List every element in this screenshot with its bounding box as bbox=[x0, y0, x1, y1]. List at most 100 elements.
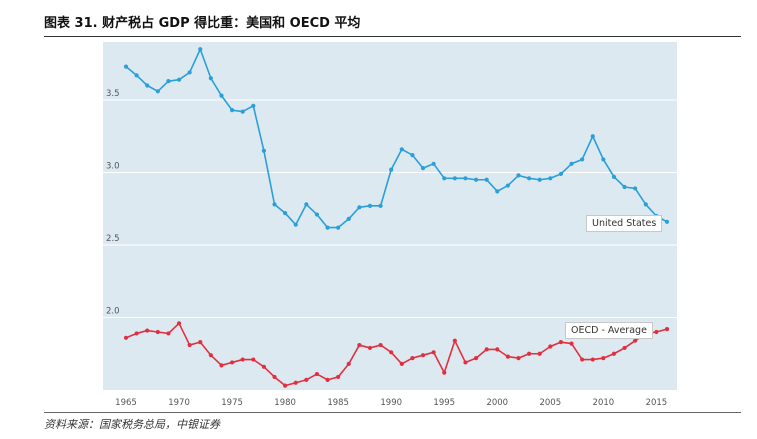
data-point bbox=[463, 360, 468, 365]
data-point bbox=[558, 171, 564, 177]
title-rule bbox=[44, 36, 741, 37]
data-point bbox=[155, 89, 160, 94]
x-axis-ticks: 1965 1970 1975 1980 1985 1990 1995 2000 2005 2010… bbox=[115, 398, 667, 408]
data-point bbox=[389, 167, 394, 172]
y-axis-ticks: 2.0 2.5 3.0 3.5 bbox=[106, 89, 120, 317]
data-point bbox=[537, 177, 542, 182]
x-tick-label: 1980 bbox=[274, 398, 296, 408]
data-point bbox=[219, 93, 224, 98]
x-tick-label: 2000 bbox=[486, 398, 508, 408]
data-point bbox=[314, 212, 320, 217]
data-point bbox=[389, 350, 394, 355]
data-point bbox=[357, 342, 362, 348]
data-point bbox=[622, 184, 627, 190]
data-point bbox=[123, 64, 129, 69]
data-point bbox=[367, 203, 373, 208]
data-point bbox=[431, 161, 436, 166]
data-point bbox=[633, 338, 638, 343]
data-point bbox=[240, 357, 245, 362]
data-point bbox=[495, 189, 500, 194]
x-tick-label: 1985 bbox=[327, 398, 349, 408]
x-tick-label: 2015 bbox=[646, 398, 668, 408]
data-point bbox=[452, 338, 457, 343]
data-point bbox=[580, 357, 585, 362]
data-point bbox=[611, 351, 617, 356]
data-point bbox=[134, 73, 139, 78]
data-point bbox=[325, 225, 330, 230]
data-point bbox=[261, 364, 267, 369]
data-point bbox=[304, 377, 309, 382]
data-point bbox=[367, 345, 373, 351]
data-point bbox=[198, 340, 203, 345]
x-tick-label: 2010 bbox=[593, 398, 615, 408]
data-point bbox=[145, 328, 150, 333]
source-rule bbox=[44, 412, 741, 413]
data-point bbox=[229, 360, 235, 365]
data-point bbox=[251, 103, 256, 108]
figure-title: 图表 31. 财产税占 GDP 得比重：美国和 OECD 平均 bbox=[44, 16, 361, 31]
data-point bbox=[580, 157, 585, 162]
data-point bbox=[505, 354, 510, 359]
data-point bbox=[664, 327, 670, 332]
data-point bbox=[187, 70, 192, 75]
data-point bbox=[516, 173, 521, 178]
data-point bbox=[484, 177, 489, 182]
data-point bbox=[283, 211, 288, 216]
data-point bbox=[537, 351, 542, 356]
data-point bbox=[452, 176, 457, 181]
x-tick-label: 2005 bbox=[539, 398, 561, 408]
data-point bbox=[219, 363, 224, 368]
y-tick-label: 2.0 bbox=[106, 307, 120, 317]
source-note: 资料来源：国家税务总局，中银证券 bbox=[44, 418, 220, 431]
data-point bbox=[336, 374, 341, 380]
series-label-oecd: OECD - Average bbox=[565, 322, 653, 339]
data-point bbox=[208, 353, 213, 358]
data-point bbox=[123, 335, 129, 340]
data-point bbox=[304, 202, 309, 207]
x-tick-label: 1990 bbox=[380, 398, 402, 408]
data-point bbox=[155, 329, 160, 335]
data-point bbox=[420, 166, 426, 171]
series-us bbox=[123, 47, 670, 230]
data-point bbox=[176, 77, 182, 82]
data-point bbox=[516, 356, 521, 361]
data-point bbox=[442, 176, 447, 181]
data-point bbox=[378, 342, 383, 348]
data-point bbox=[420, 353, 426, 358]
data-point bbox=[569, 161, 574, 166]
data-point bbox=[431, 350, 436, 355]
data-point bbox=[601, 157, 606, 162]
data-point bbox=[611, 174, 617, 179]
data-point bbox=[272, 202, 277, 207]
data-point bbox=[399, 361, 404, 366]
x-tick-label: 1965 bbox=[115, 398, 137, 408]
data-point bbox=[664, 219, 670, 224]
us-line bbox=[125, 48, 668, 229]
data-point bbox=[484, 347, 489, 352]
data-point bbox=[558, 340, 564, 345]
y-tick-label: 3.5 bbox=[106, 89, 120, 99]
data-point bbox=[261, 148, 267, 153]
data-point bbox=[526, 351, 532, 356]
data-point bbox=[176, 321, 182, 326]
data-point bbox=[399, 147, 404, 152]
grid-lines bbox=[103, 99, 677, 318]
oecd-line bbox=[125, 322, 668, 387]
data-point bbox=[410, 356, 415, 361]
data-point bbox=[229, 108, 235, 113]
data-point bbox=[293, 222, 298, 227]
data-point bbox=[240, 109, 245, 114]
data-point bbox=[293, 380, 298, 385]
series-layer bbox=[123, 47, 670, 388]
data-point bbox=[346, 216, 351, 221]
data-point bbox=[633, 186, 638, 191]
data-point bbox=[654, 329, 659, 335]
data-point bbox=[145, 83, 150, 88]
data-point bbox=[590, 357, 595, 362]
y-tick-label: 2.5 bbox=[106, 234, 120, 244]
data-point bbox=[198, 47, 203, 52]
series-label-us: United States bbox=[586, 215, 663, 232]
x-tick-label: 1970 bbox=[168, 398, 190, 408]
data-point bbox=[272, 374, 277, 380]
data-point bbox=[336, 225, 341, 230]
